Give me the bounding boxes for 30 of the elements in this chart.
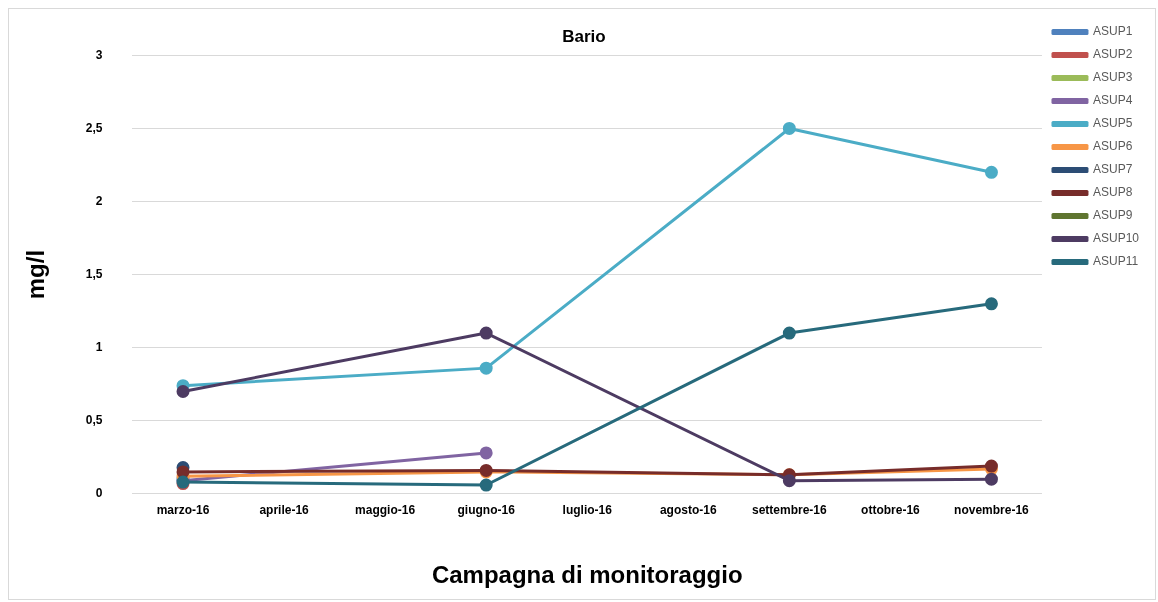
- legend-label: ASUP8: [1092, 185, 1133, 200]
- y-tick-label: 2: [95, 193, 103, 208]
- x-tick-label: giugno-16: [457, 503, 516, 518]
- x-tick-label: novembre-16: [954, 503, 1030, 518]
- x-tick-label: aprile-16: [259, 503, 310, 518]
- legend-label: ASUP11: [1092, 254, 1139, 269]
- x-tick-label: ottobre-16: [861, 503, 921, 518]
- legend-label: ASUP4: [1092, 93, 1133, 108]
- legend-label: ASUP10: [1092, 231, 1140, 246]
- y-axis-title: mg/l: [22, 249, 50, 300]
- x-tick-label: maggio-16: [355, 503, 416, 518]
- y-tick-label: 0: [95, 486, 103, 501]
- y-tick-label: 0,5: [85, 413, 103, 428]
- x-tick-label: luglio-16: [562, 503, 613, 518]
- y-tick-label: 3: [95, 47, 103, 62]
- y-tick-label: 2,5: [85, 120, 103, 135]
- legend-label: ASUP2: [1092, 47, 1133, 62]
- legend-label: ASUP1: [1092, 24, 1133, 39]
- legend-label: ASUP7: [1092, 162, 1133, 177]
- chart-title: Bario: [562, 26, 606, 46]
- x-axis-title: Campagna di monitoraggio: [431, 561, 743, 589]
- x-tick-label: marzo-16: [156, 503, 210, 518]
- y-tick-label: 1: [95, 339, 103, 354]
- legend-label: ASUP3: [1092, 70, 1133, 85]
- y-tick-label: 1,5: [85, 266, 103, 281]
- legend-label: ASUP5: [1092, 116, 1133, 131]
- x-tick-label: agosto-16: [659, 503, 717, 518]
- legend-label: ASUP9: [1092, 208, 1133, 223]
- legend-label: ASUP6: [1092, 139, 1133, 154]
- x-tick-label: settembre-16: [751, 503, 828, 518]
